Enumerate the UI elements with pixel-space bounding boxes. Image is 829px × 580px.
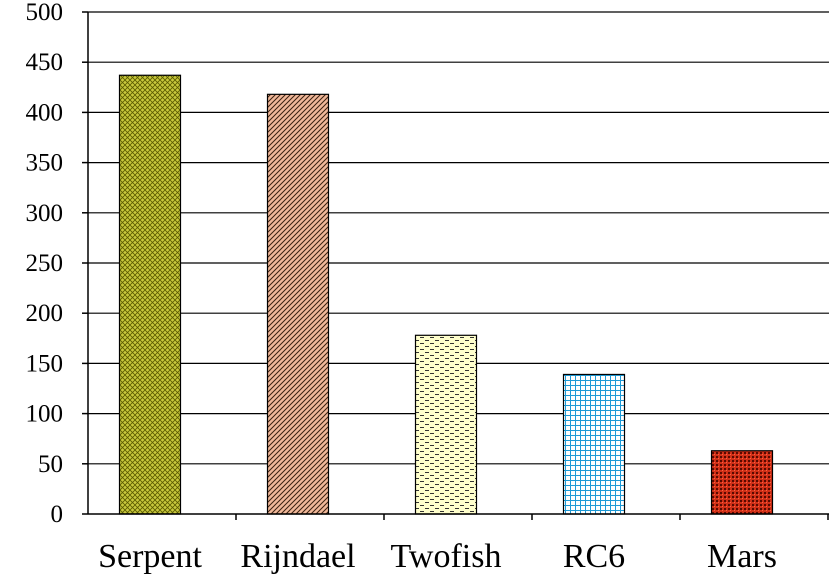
bar-mars <box>710 450 774 515</box>
gridlines <box>88 11 829 465</box>
y-tick-label: 50 <box>38 451 63 478</box>
y-tick-label: 200 <box>26 300 64 327</box>
axes <box>82 11 829 520</box>
y-tick-label: 500 <box>26 0 64 26</box>
bar-rc6 <box>562 373 626 515</box>
bar-rijndael <box>266 93 330 515</box>
y-tick-labels: 0 50 100 150 200 250 300 350 400 450 500 <box>26 0 64 528</box>
bars <box>118 74 774 515</box>
x-category-label: RC6 <box>563 538 625 575</box>
x-category-label: Mars <box>707 538 777 575</box>
y-tick-label: 450 <box>26 49 64 76</box>
x-category-label: Twofish <box>391 538 502 575</box>
bar-serpent <box>118 74 182 515</box>
y-tick-label: 250 <box>26 250 64 277</box>
bar-twofish <box>414 334 478 515</box>
y-tick-label: 0 <box>51 501 64 528</box>
y-tick-label: 400 <box>26 99 64 126</box>
y-tick-label: 150 <box>26 350 64 377</box>
x-category-label: Rijndael <box>240 538 355 575</box>
y-tick-label: 350 <box>26 150 64 177</box>
y-tick-label: 300 <box>26 200 64 227</box>
x-category-label: Serpent <box>98 538 202 575</box>
x-category-labels: Serpent Rijndael Twofish RC6 Mars <box>98 538 777 575</box>
y-tick-label: 100 <box>26 401 64 428</box>
